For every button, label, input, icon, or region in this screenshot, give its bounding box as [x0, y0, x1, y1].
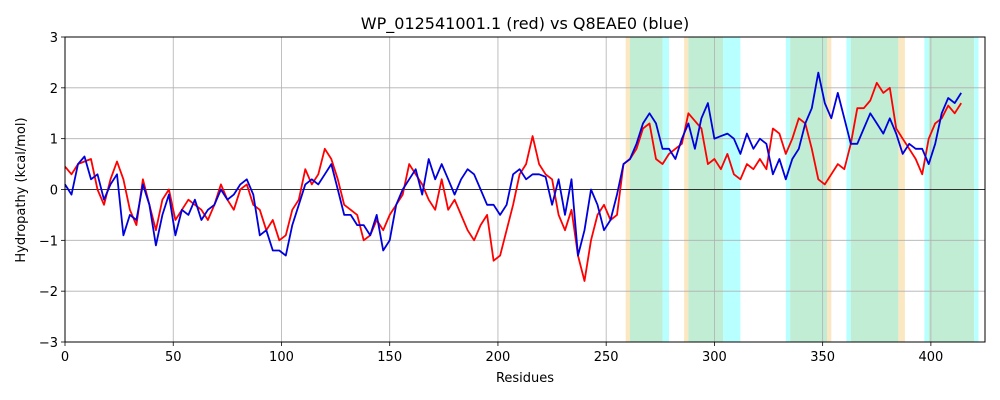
- y-tick-label-2: −1: [39, 234, 58, 249]
- x-tick-label-6: 300: [702, 350, 727, 365]
- x-tick-label-5: 250: [594, 350, 619, 365]
- series-lines: [64, 71, 962, 282]
- y-tick-label-6: 3: [50, 31, 58, 46]
- y-tick-label-5: 2: [50, 82, 58, 97]
- y-tick-label-4: 1: [50, 133, 58, 148]
- y-tick-label-3: 0: [50, 184, 58, 199]
- x-tick-label-0: 0: [61, 350, 69, 365]
- y-tick-label-1: −2: [39, 285, 58, 300]
- y-axis-label: Hydropathy (kcal/mol): [14, 117, 29, 262]
- x-tick-label-7: 350: [810, 350, 835, 365]
- y-ticks: −3 −2 −1 0 1 2 3: [39, 31, 65, 351]
- x-tick-label-1: 50: [165, 350, 182, 365]
- series-line-blue: [64, 71, 962, 257]
- y-tick-label-0: −3: [39, 336, 58, 351]
- x-tick-label-2: 100: [269, 350, 294, 365]
- x-axis-label: Residues: [496, 371, 554, 386]
- x-ticks: 0 50 100 150 200 250 300 350 400: [61, 342, 943, 365]
- x-tick-label-8: 400: [918, 350, 943, 365]
- x-tick-label-3: 150: [377, 350, 402, 365]
- x-tick-label-4: 200: [486, 350, 511, 365]
- chart-title: WP_012541001.1 (red) vs Q8EAE0 (blue): [361, 14, 689, 34]
